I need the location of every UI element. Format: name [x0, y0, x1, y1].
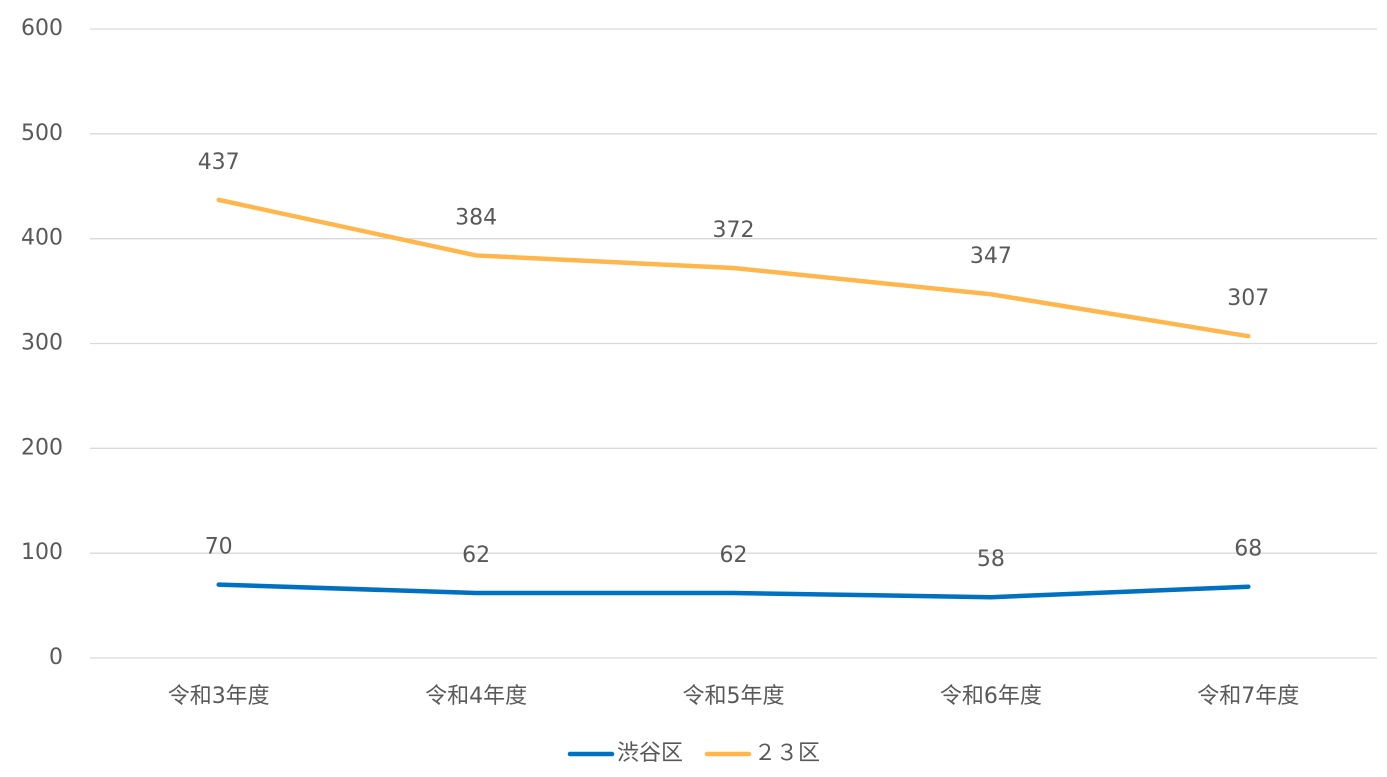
data-label: 372	[713, 218, 755, 243]
data-label: 347	[970, 244, 1012, 269]
x-tick-label: 令和7年度	[1197, 684, 1299, 709]
y-tick-label: 300	[21, 331, 63, 356]
data-label: 68	[1234, 537, 1262, 562]
y-tick-label: 100	[21, 540, 63, 565]
data-label: 437	[198, 150, 240, 175]
x-tick-label: 令和4年度	[425, 684, 527, 709]
y-tick-label: 400	[21, 226, 63, 251]
legend-label: 渋谷区	[617, 741, 683, 766]
x-tick-label: 令和6年度	[940, 684, 1042, 709]
data-label: 58	[977, 547, 1005, 572]
data-label: 384	[455, 205, 497, 230]
x-tick-label: 令和3年度	[168, 684, 270, 709]
data-label: 62	[720, 543, 748, 568]
y-tick-label: 0	[49, 645, 63, 670]
y-tick-label: 500	[21, 121, 63, 146]
legend-label: ２３区	[754, 741, 820, 766]
y-tick-label: 600	[21, 16, 63, 41]
series-line	[216, 582, 1251, 600]
data-label: 307	[1227, 286, 1269, 311]
data-label: 70	[205, 535, 233, 560]
y-tick-label: 200	[21, 435, 63, 460]
x-tick-label: 令和5年度	[683, 684, 785, 709]
data-label: 62	[462, 543, 490, 568]
series-line	[216, 197, 1251, 339]
